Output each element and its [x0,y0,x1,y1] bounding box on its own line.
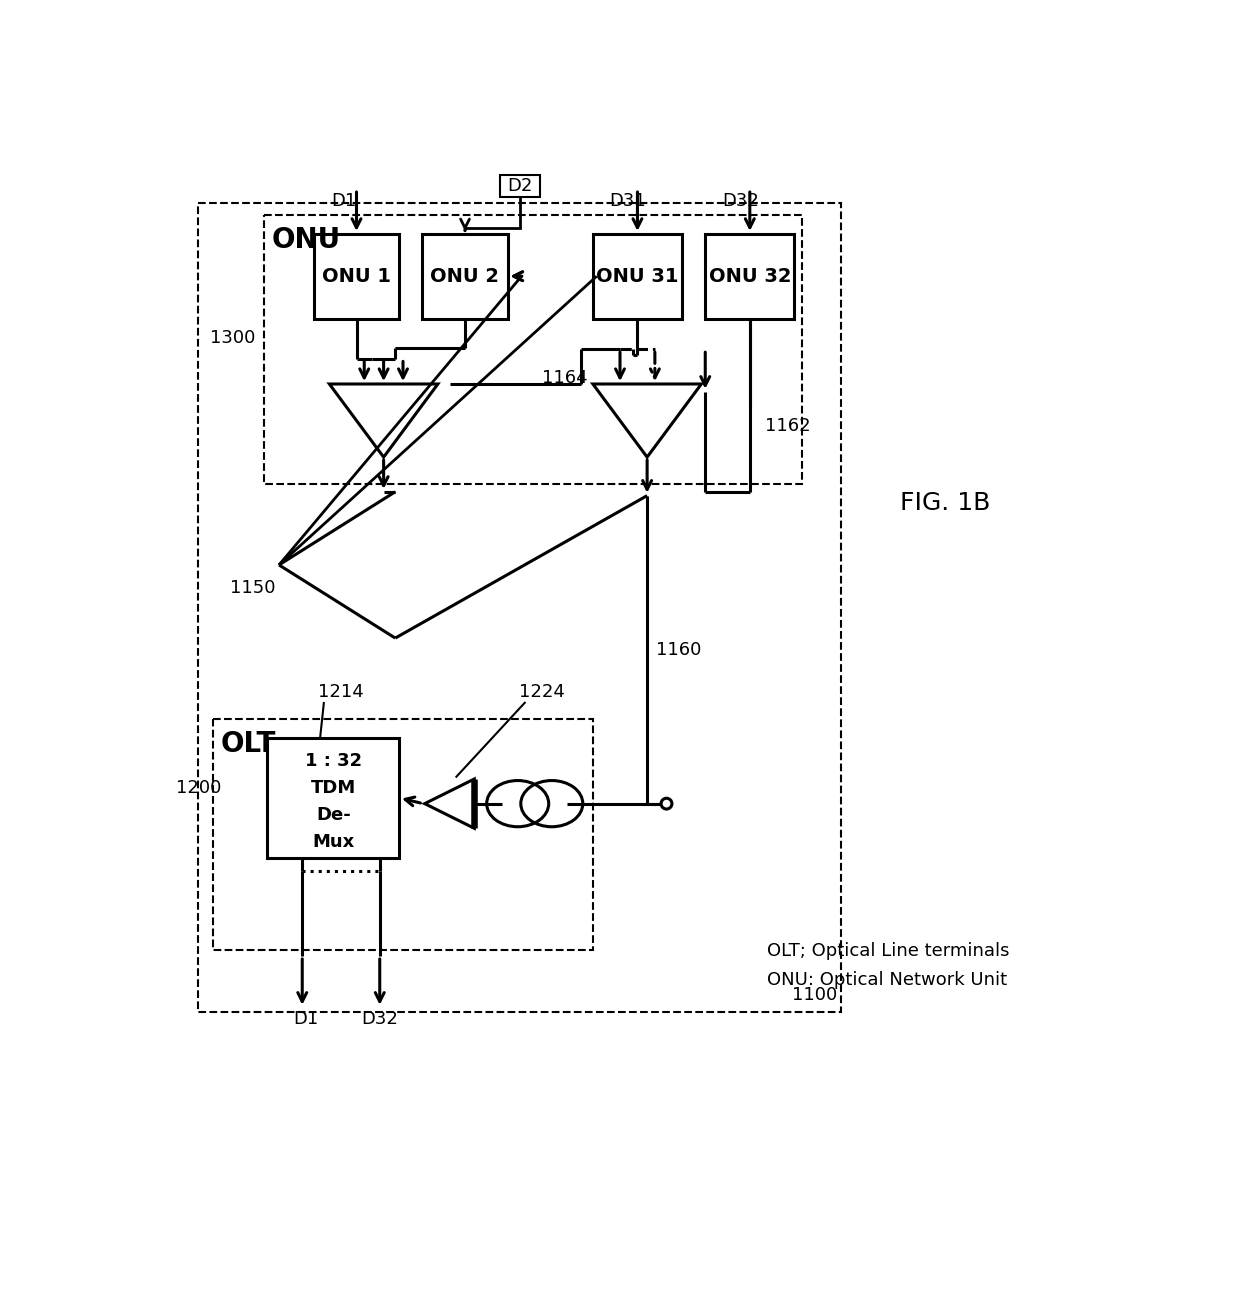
Text: D31: D31 [610,192,646,210]
Text: TDM: TDM [311,779,356,797]
Text: 1 : 32: 1 : 32 [305,753,362,770]
Bar [423,234,507,319]
Bar [593,234,682,319]
Text: FIG. 1B: FIG. 1B [900,491,991,515]
Text: ONU 2: ONU 2 [430,267,500,286]
Text: ONU 32: ONU 32 [708,267,791,286]
Bar [268,738,399,857]
Text: D1: D1 [332,192,357,210]
Text: 1224: 1224 [520,684,565,701]
Text: Mux: Mux [312,833,355,851]
Text: D32: D32 [722,192,759,210]
Text: ONU 1: ONU 1 [322,267,391,286]
Text: D1: D1 [294,1010,319,1029]
Bar [197,203,841,1012]
Text: D2: D2 [507,178,533,195]
Text: De-: De- [316,806,351,825]
Bar [263,214,802,484]
Bar [500,175,541,197]
Text: ONU: ONU [272,226,340,254]
Bar [706,234,795,319]
Text: 1150: 1150 [229,579,275,597]
Text: D32: D32 [361,1010,398,1029]
Text: OLT: OLT [221,731,277,758]
Text: 1300: 1300 [211,329,255,346]
Text: 1200: 1200 [176,779,221,797]
Text: 1162: 1162 [765,417,811,435]
Bar [213,719,593,950]
Text: 1160: 1160 [656,640,702,659]
Text: ONU 31: ONU 31 [596,267,678,286]
Text: 1214: 1214 [317,684,363,701]
Bar [314,234,399,319]
Text: OLT; Optical Line terminals
ONU: Optical Network Unit: OLT; Optical Line terminals ONU: Optical… [768,942,1009,989]
Text: 1164: 1164 [543,369,588,387]
Text: 1100: 1100 [792,985,837,1004]
